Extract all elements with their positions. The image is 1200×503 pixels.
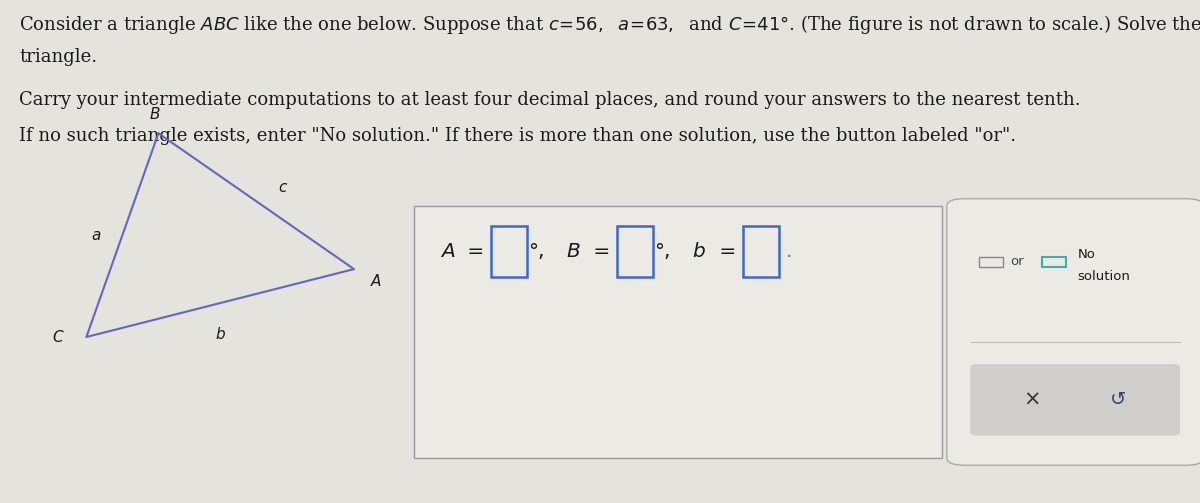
FancyBboxPatch shape xyxy=(971,365,1180,435)
Text: $b$: $b$ xyxy=(215,326,226,342)
Text: or: or xyxy=(1010,255,1024,268)
Text: solution: solution xyxy=(1078,270,1130,283)
Text: No: No xyxy=(1078,248,1096,261)
Text: =: = xyxy=(713,242,736,261)
Text: $c$: $c$ xyxy=(277,180,288,195)
Text: $B$: $B$ xyxy=(566,242,581,261)
FancyBboxPatch shape xyxy=(491,226,527,277)
FancyBboxPatch shape xyxy=(1042,257,1066,267)
FancyBboxPatch shape xyxy=(947,199,1200,465)
Text: $A$: $A$ xyxy=(440,242,456,261)
Text: $B$: $B$ xyxy=(149,106,161,122)
Text: =: = xyxy=(461,242,484,261)
Text: $b$: $b$ xyxy=(692,242,707,261)
Text: ×: × xyxy=(1024,390,1040,410)
Text: triangle.: triangle. xyxy=(19,48,97,66)
FancyBboxPatch shape xyxy=(414,206,942,458)
FancyBboxPatch shape xyxy=(743,226,779,277)
Text: .: . xyxy=(786,242,792,261)
FancyBboxPatch shape xyxy=(979,257,1003,267)
Text: $A$: $A$ xyxy=(370,273,382,289)
Text: °,: °, xyxy=(654,242,671,261)
Text: =: = xyxy=(587,242,610,261)
Text: $C$: $C$ xyxy=(53,329,65,345)
Text: $a$: $a$ xyxy=(91,228,101,242)
Text: ↺: ↺ xyxy=(1110,390,1127,409)
Text: Carry your intermediate computations to at least four decimal places, and round : Carry your intermediate computations to … xyxy=(19,91,1081,109)
Text: °,: °, xyxy=(528,242,545,261)
Text: If no such triangle exists, enter "No solution." If there is more than one solut: If no such triangle exists, enter "No so… xyxy=(19,127,1016,145)
Text: Consider a triangle $\mathit{ABC}$ like the one below. Suppose that $c\!=\!56,$ : Consider a triangle $\mathit{ABC}$ like … xyxy=(19,13,1200,36)
FancyBboxPatch shape xyxy=(617,226,653,277)
